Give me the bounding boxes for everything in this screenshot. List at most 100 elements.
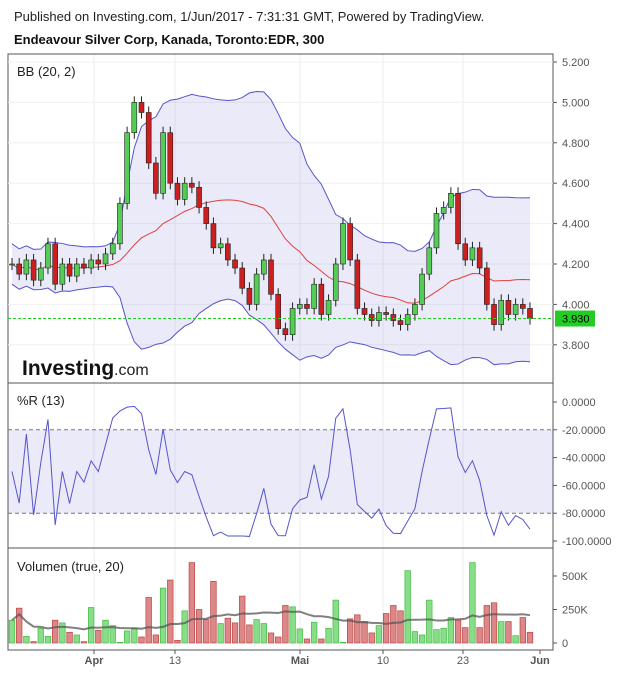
candle	[109, 243, 116, 255]
volume-bar	[433, 629, 440, 644]
volume-bar	[346, 618, 354, 644]
volume-bar	[44, 635, 52, 644]
volume-bar	[159, 587, 167, 644]
candle	[131, 102, 138, 134]
x-tick-label: Jun	[530, 655, 550, 667]
volume-bar	[145, 597, 152, 644]
volume-bar	[246, 624, 253, 644]
volume-bar	[253, 619, 260, 644]
candle	[145, 112, 152, 164]
candle	[426, 247, 433, 275]
candle	[419, 273, 425, 305]
volume-bar	[418, 634, 426, 644]
volume-bar	[73, 634, 80, 644]
candle	[368, 314, 375, 321]
candle	[340, 223, 346, 265]
candle	[167, 132, 174, 184]
volume-bar	[152, 634, 160, 644]
x-tick-label: Mai	[291, 655, 309, 667]
candle	[232, 259, 238, 269]
candle	[318, 283, 325, 315]
candle	[225, 243, 231, 261]
volume-bar	[390, 605, 397, 644]
wr-band	[8, 429, 553, 514]
candle	[390, 314, 397, 321]
volume-bar	[318, 638, 325, 644]
volume-bar	[8, 619, 16, 644]
volume-tick-label: 500K	[562, 571, 588, 583]
volume-bar	[505, 621, 512, 644]
volume-bar	[303, 638, 311, 644]
volume-tick-label: 250K	[562, 605, 588, 617]
x-tick-label: 10	[377, 655, 389, 667]
candle	[138, 102, 145, 113]
logo-text: Investing	[22, 357, 114, 380]
volume-bar	[375, 625, 383, 644]
candle	[469, 247, 476, 261]
volume-bar	[66, 631, 73, 644]
volume-bar	[289, 606, 296, 644]
candle	[210, 223, 217, 249]
volume-bar	[138, 636, 145, 644]
volume-bar	[354, 614, 361, 644]
volume-ma-line	[11, 610, 531, 631]
volume-bar	[411, 631, 419, 644]
volume-bar	[296, 628, 303, 644]
volume-bar	[167, 579, 174, 644]
volume-bar	[361, 621, 368, 644]
price-tick-label: 5.000	[562, 97, 590, 109]
x-tick-label: Apr	[85, 655, 105, 667]
price-tick-label: 4.000	[562, 299, 590, 311]
candle	[16, 263, 22, 275]
volume-bar	[52, 619, 59, 644]
wr-tick-label: -100.0000	[562, 536, 612, 548]
volume-bar	[447, 617, 455, 644]
candle	[9, 263, 15, 266]
candle	[296, 304, 303, 309]
candle	[484, 267, 490, 305]
volume-bar	[397, 610, 404, 644]
volume-bar	[109, 625, 116, 644]
candle	[282, 328, 289, 336]
candle	[311, 283, 317, 309]
volume-bar	[87, 607, 95, 644]
candle	[52, 243, 58, 285]
volume-bar	[260, 623, 267, 644]
candle	[88, 259, 94, 269]
wr-tick-label: -20.0000	[562, 425, 605, 437]
candle	[491, 304, 497, 325]
volume-bar	[368, 632, 375, 644]
volume-bar	[462, 627, 469, 644]
candle	[397, 320, 404, 325]
volume-bar	[519, 617, 526, 644]
price-tick-label: 4.800	[562, 138, 590, 150]
volume-bar	[174, 639, 181, 644]
candle	[181, 182, 188, 200]
bb-label: BB (20, 2)	[17, 64, 76, 79]
wr-tick-label: -80.0000	[562, 508, 605, 520]
volume-bar	[23, 635, 30, 644]
volume-bar	[426, 599, 433, 644]
volume-bar	[332, 599, 339, 644]
last-price-tag	[555, 310, 595, 327]
candle	[239, 267, 246, 289]
volume-bar	[210, 581, 217, 644]
candle	[520, 304, 526, 309]
x-tick-label: 23	[457, 655, 469, 667]
volume-bar	[131, 627, 138, 644]
volume-bar	[483, 605, 490, 644]
volume-bar	[59, 622, 66, 644]
candle	[412, 304, 418, 315]
volume-bar	[116, 641, 124, 644]
candle	[462, 243, 469, 261]
volume-bar	[526, 631, 534, 644]
candle	[217, 243, 224, 249]
volume-bar	[275, 636, 282, 644]
candle	[404, 314, 411, 325]
candle	[275, 293, 281, 329]
volume-bar	[469, 562, 476, 644]
wr-tick-label: 0.0000	[562, 397, 596, 409]
candle	[81, 263, 87, 269]
